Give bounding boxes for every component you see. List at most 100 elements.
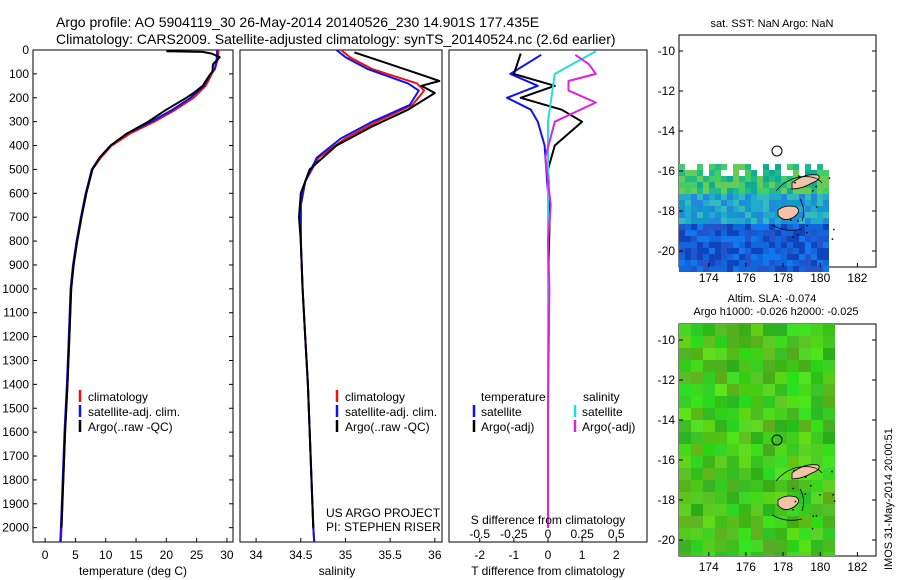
sst-cell — [697, 266, 703, 272]
sst-cell — [679, 182, 685, 188]
sla-cell — [703, 336, 715, 348]
sla-cell — [727, 516, 739, 528]
sst-cell — [697, 212, 703, 218]
sst-cell — [787, 218, 793, 224]
series-line-salinity-argo-adj- — [544, 53, 597, 528]
sst-cell — [715, 218, 721, 224]
sst-cell — [739, 194, 745, 200]
sst-cell — [787, 188, 793, 194]
sst-cell — [811, 218, 817, 224]
sst-cell — [805, 230, 811, 236]
lon-tick-label: 174 — [699, 271, 719, 285]
sst-cell — [769, 260, 775, 266]
sst-cell — [733, 218, 739, 224]
sla-cell — [691, 480, 703, 492]
sst-map-title: sat. SST: NaN Argo: NaN — [711, 18, 834, 30]
sst-cell — [799, 236, 805, 242]
sst-cell — [811, 206, 817, 212]
sla-cell — [691, 384, 703, 396]
sst-cell — [787, 266, 793, 272]
sst-cell — [775, 164, 781, 170]
sst-cell — [799, 266, 805, 272]
sst-cell — [823, 206, 829, 212]
sst-cell — [709, 200, 715, 206]
sst-cell — [805, 248, 811, 254]
sst-cell — [697, 164, 703, 170]
sla-cell — [679, 480, 691, 492]
sla-cell — [703, 456, 715, 468]
sla-cell — [775, 540, 787, 552]
sst-cell — [769, 194, 775, 200]
sst-cell — [817, 164, 823, 170]
sst-cell — [787, 194, 793, 200]
sla-cell — [787, 336, 799, 348]
s-diff-tick-label: 0 — [545, 527, 552, 541]
salinity-tick-label: 35.5 — [378, 548, 402, 562]
sst-cell — [805, 260, 811, 266]
sst-cell — [757, 188, 763, 194]
sst-cell — [763, 164, 769, 170]
islet — [790, 219, 792, 221]
sla-cell — [751, 348, 763, 360]
sla-cell — [823, 504, 835, 516]
sst-cell — [763, 260, 769, 266]
sst-cell — [715, 236, 721, 242]
sst-cell — [679, 224, 685, 230]
reef-contours — [771, 466, 823, 521]
sst-cell — [763, 188, 769, 194]
sst-cell — [769, 254, 775, 260]
sst-cell — [811, 242, 817, 248]
sst-cell — [691, 212, 697, 218]
sst-cell — [793, 248, 799, 254]
sla-cell — [751, 516, 763, 528]
sst-cell — [691, 236, 697, 242]
sst-cell — [805, 242, 811, 248]
sst-cell — [721, 212, 727, 218]
sst-cell — [691, 266, 697, 272]
sst-cell — [679, 206, 685, 212]
sla-cell — [715, 492, 727, 504]
sst-cell — [817, 224, 823, 230]
sst-cell — [757, 212, 763, 218]
sst-cell — [793, 236, 799, 242]
sst-cell — [763, 248, 769, 254]
sla-cell — [811, 516, 823, 528]
sst-cell — [703, 212, 709, 218]
sst-cell — [727, 230, 733, 236]
sla-cell — [715, 480, 727, 492]
sst-cell — [721, 230, 727, 236]
sla-cell — [703, 432, 715, 444]
lat-tick-label: -10 — [658, 44, 676, 58]
sst-cell — [685, 266, 691, 272]
lon-tick-label: 178 — [773, 560, 793, 574]
sla-cell — [703, 348, 715, 360]
islet — [809, 485, 812, 487]
sst-cell — [787, 260, 793, 266]
sst-cell — [715, 254, 721, 260]
sst-cell — [745, 176, 751, 182]
sla-cell — [727, 420, 739, 432]
islet — [833, 228, 835, 231]
sla-cell — [811, 420, 823, 432]
sst-cell — [787, 182, 793, 188]
sst-cell — [769, 248, 775, 254]
sla-cell — [823, 552, 835, 556]
lat-tick-label: -16 — [658, 453, 676, 467]
sla-land — [771, 464, 836, 530]
sst-cell — [715, 242, 721, 248]
sla-cell — [775, 396, 787, 408]
islet — [811, 527, 814, 530]
sst-cell — [757, 254, 763, 260]
sla-cell — [679, 504, 691, 516]
sst-cell — [709, 182, 715, 188]
sla-cell — [727, 336, 739, 348]
sst-cell — [715, 260, 721, 266]
sla-cell — [763, 336, 775, 348]
sla-cell — [691, 492, 703, 504]
sla-cell — [763, 348, 775, 360]
islet — [796, 234, 799, 236]
depth-tick-label: 600 — [9, 186, 29, 200]
sst-cell — [709, 254, 715, 260]
sst-cell — [817, 182, 823, 188]
sst-cell — [679, 200, 685, 206]
